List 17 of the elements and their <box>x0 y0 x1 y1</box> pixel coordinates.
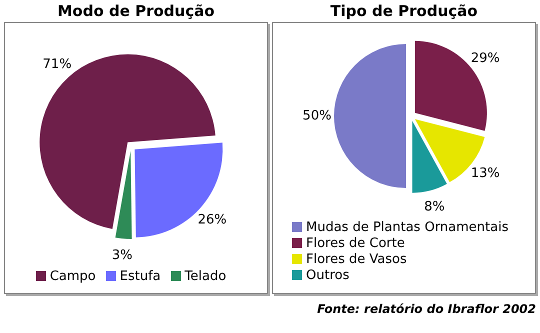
legend-label: Flores de Corte <box>306 236 405 251</box>
legend-label: Campo <box>50 269 96 284</box>
chart-title: Tipo de Produção <box>329 1 479 22</box>
legend-label: Telado <box>184 269 226 284</box>
data-label: 3% <box>112 248 132 264</box>
legend-label: Estufa <box>120 269 161 284</box>
legend-label: Outros <box>306 268 350 283</box>
chart-title: Modo de Produção <box>56 1 216 22</box>
data-label: 13% <box>470 166 500 182</box>
data-label: 71% <box>42 57 72 72</box>
legend-label: Mudas de Plantas Ornamentais <box>306 220 508 235</box>
data-label: 8% <box>424 200 445 215</box>
source-note: Fonte: relatório do Ibraflor 2002 <box>316 302 536 316</box>
data-label: 29% <box>470 50 500 66</box>
data-label: 50% <box>302 108 332 124</box>
data-label: 26% <box>198 212 227 228</box>
legend-label: Flores de Vasos <box>306 252 407 267</box>
